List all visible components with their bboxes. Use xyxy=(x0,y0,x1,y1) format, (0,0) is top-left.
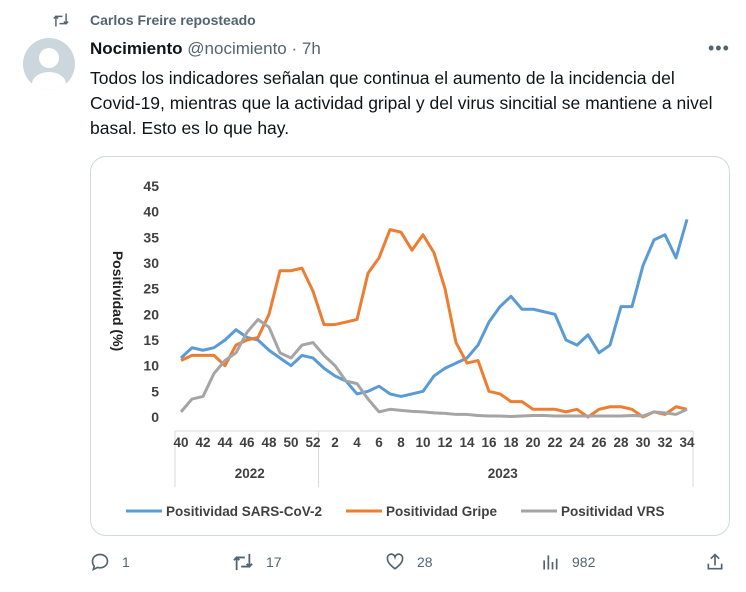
series-line-2 xyxy=(179,317,688,418)
chart-image[interactable]: 0 5 10 15 20 25 30 35 40 45 Positividad (%) 40 42 44 4… xyxy=(90,156,730,536)
y-tick-label: 35 xyxy=(143,229,159,245)
x-tick-label: 24 xyxy=(569,435,585,450)
repost-indicator[interactable]: Carlos Freire reposteado xyxy=(52,12,256,28)
x-tick-label: 44 xyxy=(217,435,233,450)
legend-label: Positividad VRS xyxy=(561,504,665,519)
x-tick-label: 20 xyxy=(525,435,540,450)
reply-count: 1 xyxy=(122,554,130,570)
legend-label: Positividad SARS-CoV-2 xyxy=(166,504,322,519)
x-tick-label: 50 xyxy=(283,435,298,450)
x-tick-label: 46 xyxy=(239,435,255,450)
x-tick-label: 42 xyxy=(195,435,210,450)
y-tick-label: 45 xyxy=(143,178,159,194)
action-bar: 1 17 28 982 xyxy=(0,552,746,580)
series-line-1 xyxy=(180,228,688,419)
heart-icon xyxy=(386,553,404,570)
x-tick-label: 30 xyxy=(635,435,650,450)
x-tick-label: 34 xyxy=(679,435,695,450)
repost-icon xyxy=(233,553,253,571)
x-tick-label: 40 xyxy=(173,435,188,450)
x-tick-label: 22 xyxy=(547,435,562,450)
x-tick-label: 18 xyxy=(503,435,519,450)
x-tick-label: 28 xyxy=(613,435,629,450)
year-label: 2023 xyxy=(488,466,519,481)
separator: · xyxy=(291,39,298,58)
more-options-icon[interactable]: ••• xyxy=(708,38,730,58)
timestamp[interactable]: 7h xyxy=(301,39,321,58)
y-tick-label: 5 xyxy=(151,383,159,399)
avatar[interactable] xyxy=(23,38,75,90)
like-button[interactable]: 28 xyxy=(385,552,433,572)
author-name[interactable]: Nocimiento xyxy=(90,39,183,58)
views-button[interactable]: 982 xyxy=(540,552,595,572)
tweet-text: Todos los indicadores señalan que contin… xyxy=(90,68,713,138)
series-line-0 xyxy=(179,218,689,398)
share-icon xyxy=(707,553,723,570)
x-tick-label: 26 xyxy=(591,435,607,450)
views-icon xyxy=(543,555,558,570)
views-count: 982 xyxy=(572,554,596,570)
y-tick-label: 25 xyxy=(143,281,159,297)
x-tick-label: 48 xyxy=(261,435,277,450)
x-tick-label: 14 xyxy=(459,435,475,450)
x-tick-label: 10 xyxy=(415,435,430,450)
x-tick-label: 6 xyxy=(375,435,383,450)
y-tick-label: 30 xyxy=(143,255,159,271)
reply-button[interactable]: 1 xyxy=(90,552,130,572)
y-tick-label: 10 xyxy=(143,358,159,374)
y-axis-label: Positividad (%) xyxy=(110,251,126,351)
repost-label: Carlos Freire reposteado xyxy=(90,12,256,28)
x-tick-label: 16 xyxy=(481,435,497,450)
x-tick-label: 4 xyxy=(353,435,361,450)
x-tick-label: 8 xyxy=(397,435,405,450)
x-tick-label: 2 xyxy=(331,435,339,450)
legend-label: Positividad Gripe xyxy=(386,504,498,519)
y-tick-label: 20 xyxy=(143,306,159,322)
y-tick-label: 40 xyxy=(143,204,159,220)
y-tick-label: 0 xyxy=(151,409,159,425)
x-tick-label: 12 xyxy=(437,435,452,450)
tweet-header: Nocimiento @nocimiento · 7h xyxy=(90,39,321,59)
year-label: 2022 xyxy=(235,466,265,481)
x-tick-label: 52 xyxy=(305,435,320,450)
repost-count: 17 xyxy=(266,554,282,570)
x-tick-label: 32 xyxy=(657,435,672,450)
repost-icon xyxy=(53,13,69,27)
author-handle[interactable]: @nocimiento xyxy=(187,39,287,58)
reply-icon xyxy=(91,553,109,572)
share-button[interactable] xyxy=(705,552,725,572)
like-count: 28 xyxy=(417,554,433,570)
repost-button[interactable]: 17 xyxy=(232,552,282,572)
y-tick-label: 15 xyxy=(143,332,159,348)
